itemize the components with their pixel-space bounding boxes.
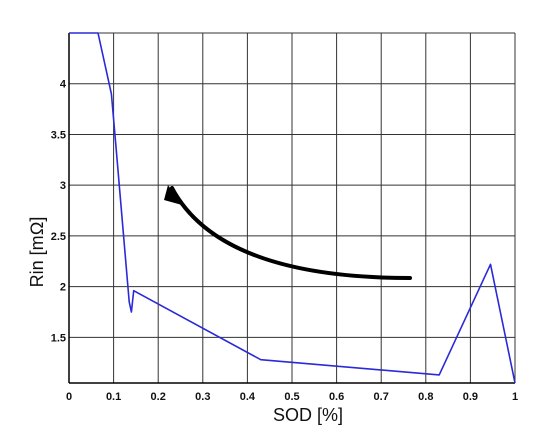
x-tick-label: 0 [66,391,72,403]
x-tick-label: 0.2 [151,391,166,403]
grid [68,32,516,384]
y-tick-label: 2 [60,282,66,294]
y-tick-labels: 1.5 2 2.5 3 3.5 4 [51,79,67,345]
y-tick-label: 3 [60,180,66,192]
x-tick-label: 0.9 [463,391,478,403]
x-tick-label: 0.4 [240,391,256,403]
plot-area [69,32,516,384]
y-tick-label: 1.5 [51,332,66,344]
trend-arrow [170,186,412,280]
x-tick-label: 0.6 [329,391,344,403]
x-tick-label: 1 [512,391,518,403]
y-tick-label: 2.5 [51,231,66,243]
y-axis-label: Rin [mΩ] [27,217,47,288]
x-tick-labels: 0 0.1 0.2 0.3 0.4 0.5 0.6 0.7 0.8 0.9 1 [66,391,518,403]
x-tick-label: 0.7 [374,391,389,403]
x-tick-label: 0.3 [195,391,210,403]
y-tick-label: 3.5 [51,129,66,141]
x-tick-label: 0.1 [106,391,121,403]
series-line [69,32,516,384]
x-tick-label: 0.8 [418,391,433,403]
y-tick-label: 4 [60,79,67,91]
x-tick-label: 0.5 [284,391,299,403]
x-axis-label: SOD [%] [273,405,343,425]
trend-arrow-head [164,185,182,205]
